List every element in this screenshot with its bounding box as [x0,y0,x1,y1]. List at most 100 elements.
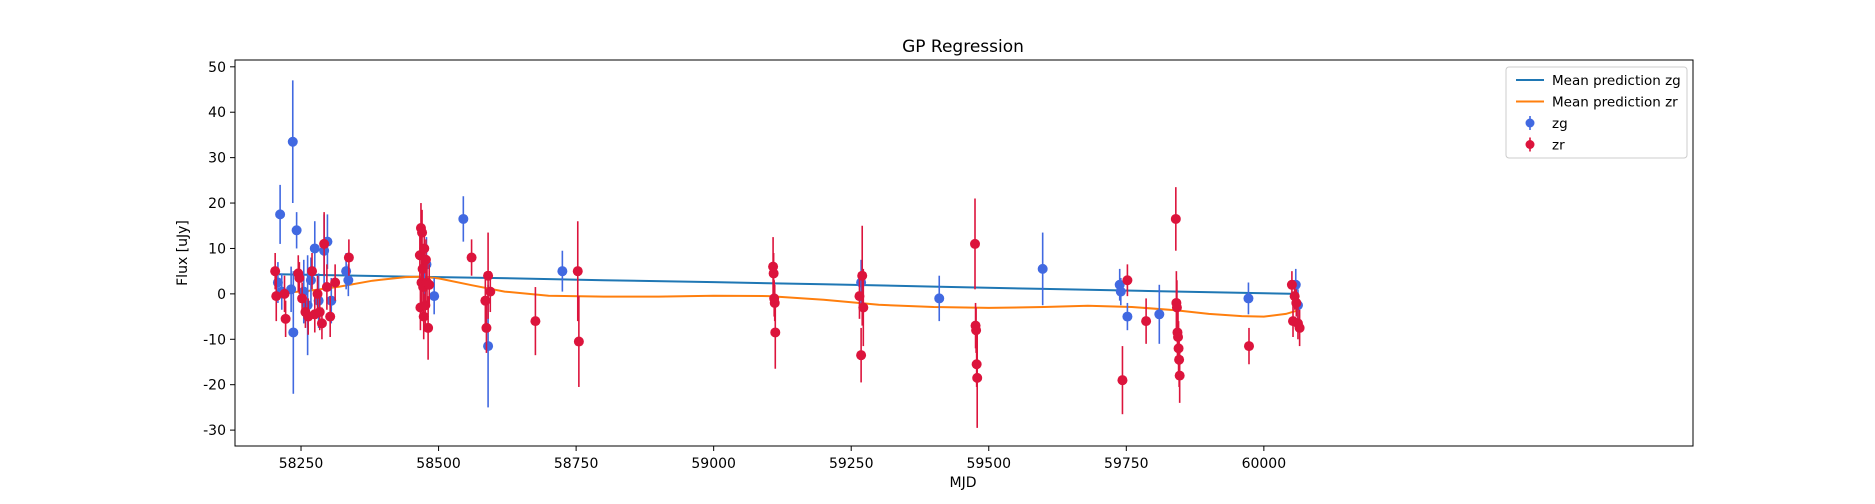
marker [1291,297,1302,308]
marker [270,266,281,277]
marker [972,372,983,383]
x-tick-label: 58750 [554,456,599,472]
plot-area [234,59,1694,447]
marker [1170,213,1181,224]
y-tick-label: 0 [217,287,226,303]
marker [466,252,477,263]
data-point-zr [271,271,282,322]
data-point-zg [291,212,302,249]
data-point-zr [424,264,435,306]
data-point-zr [1174,348,1185,403]
mean-prediction-line [278,273,1297,295]
data-point-zr [972,327,983,428]
marker [294,272,305,283]
marker [1122,311,1133,322]
marker [312,288,323,299]
marker [429,291,440,302]
marker [557,266,568,277]
marker [279,288,290,299]
marker [573,336,584,347]
data-point-zg [288,271,299,394]
data-point-zr [330,264,341,301]
data-point-zr [485,271,496,313]
marker [572,266,583,277]
legend-marker-swatch [1525,140,1535,149]
marker [423,322,434,333]
marker [280,313,291,324]
marker [297,293,308,304]
marker [287,136,298,147]
data-point-zg [1243,282,1254,315]
marker [856,350,867,361]
data-point-zr [856,327,867,383]
data-point-zg [1122,302,1133,331]
data-point-zr [1243,327,1254,365]
y-tick-label: -30 [203,423,226,439]
data-point-zr [1117,346,1128,415]
data-point-zr [423,296,434,360]
marker [419,243,430,254]
marker [343,252,354,263]
marker [934,293,945,304]
data-point-zg [1115,277,1126,306]
y-tick-label: 30 [208,151,226,167]
data-point-zr [325,296,336,338]
x-axis-ticks: 58250 58500 58750 59000 59250 59500 59750 60000 [279,446,1286,472]
data-point-zg [458,196,469,242]
mean-prediction-line [278,275,1298,318]
x-tick-label: 58250 [279,456,324,472]
data-point-zr [343,239,354,276]
marker [420,254,431,265]
y-axis-ticks: -30 -20 -10 0 10 20 30 40 50 [203,60,235,439]
marker [1294,322,1305,333]
legend-box [1505,66,1688,159]
marker [1122,275,1133,286]
data-point-zg [309,221,320,276]
data-point-zr [321,264,332,310]
data-point-zr [466,239,477,276]
data-point-zr [770,296,781,369]
data-point-zr [481,302,492,353]
data-point-zg [1037,232,1048,306]
marker [305,275,316,286]
marker [325,311,336,322]
data-point-zr [1122,264,1133,297]
marker [1115,286,1126,297]
legend: Mean prediction zg Mean prediction zr zg zr [1505,66,1688,159]
marker [1243,341,1254,352]
chart-title: GP Regression [902,37,1024,57]
marker [858,302,869,313]
marker [418,311,429,322]
marker [271,291,282,302]
data-point-zr [572,221,583,322]
marker [424,279,435,290]
marker [291,225,302,236]
axes-frame [234,59,1694,447]
data-point-zr [294,262,305,294]
x-tick-label: 59750 [1104,456,1149,472]
marker [857,270,868,281]
marker [970,238,981,249]
data-point-zr [307,253,318,290]
data-point-zr [1294,309,1305,347]
marker [330,277,341,288]
marker [971,325,982,336]
data-point-zr [1291,289,1302,317]
marker [485,286,496,297]
marker [1037,263,1048,274]
data-point-zg [429,277,440,315]
marker [275,209,286,220]
marker [483,341,494,352]
marker [321,282,332,293]
legend-marker-swatch [1525,118,1535,128]
marker [768,268,779,279]
y-tick-label: -20 [203,378,226,394]
y-tick-label: -10 [203,332,226,348]
marker [326,295,337,306]
legend-label: Mean prediction zg [1552,73,1681,89]
marker [319,238,330,249]
marker [770,327,781,338]
x-tick-label: 58500 [416,456,461,472]
data-point-zr [530,287,541,356]
